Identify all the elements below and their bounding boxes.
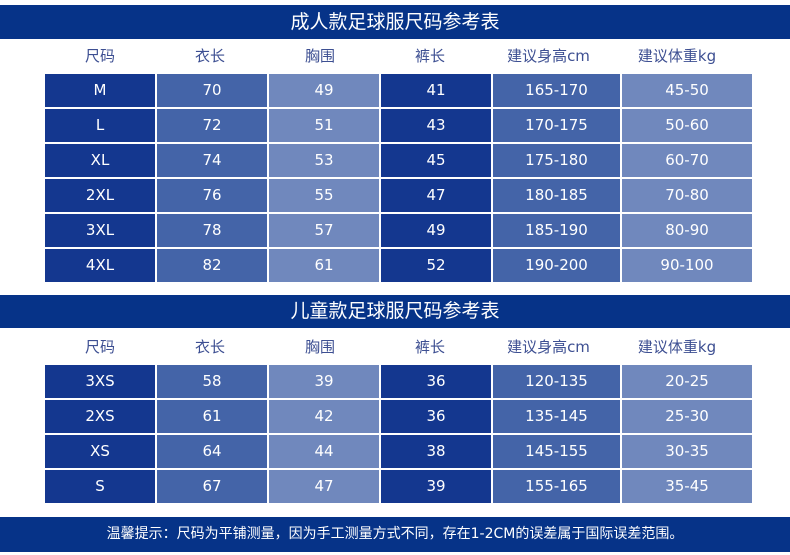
- table-cell: 74: [157, 144, 267, 177]
- table-cell: 36: [381, 365, 491, 398]
- column-header: 建议体重kg: [637, 47, 717, 65]
- footer-note: 温馨提示：尺码为平铺测量，因为手工测量方式不同，存在1-2CM的误差属于国际误差…: [0, 517, 790, 552]
- table-cell: 175-180: [493, 144, 620, 177]
- column-header: 尺码: [84, 47, 115, 65]
- table-cell: 80-90: [622, 214, 752, 247]
- table-cell: M: [45, 74, 155, 107]
- table-cell: 57: [269, 214, 379, 247]
- table-cell: 2XL: [45, 179, 155, 212]
- table-cell: 36: [381, 400, 491, 433]
- table-cell: 170-175: [493, 109, 620, 142]
- adult-header-row: 尺码 衣长 胸围 裤长 建议身高cm 建议体重kg: [45, 45, 742, 67]
- table-cell: 45: [381, 144, 491, 177]
- table-cell: 53: [269, 144, 379, 177]
- table-cell: 78: [157, 214, 267, 247]
- table-cell: 190-200: [493, 249, 620, 282]
- table-cell: 135-145: [493, 400, 620, 433]
- table-cell: 76: [157, 179, 267, 212]
- table-cell: 64: [157, 435, 267, 468]
- table-cell: 20-25: [622, 365, 752, 398]
- table-cell: 4XL: [45, 249, 155, 282]
- table-cell: 47: [381, 179, 491, 212]
- table-cell: 185-190: [493, 214, 620, 247]
- table-cell: 42: [269, 400, 379, 433]
- table-cell: 70: [157, 74, 267, 107]
- table-cell: 41: [381, 74, 491, 107]
- table-cell: 52: [381, 249, 491, 282]
- table-cell: 165-170: [493, 74, 620, 107]
- column-header: 裤长: [414, 47, 445, 65]
- column-header: 胸围: [304, 47, 335, 65]
- table-cell: 3XL: [45, 214, 155, 247]
- table-cell: 49: [381, 214, 491, 247]
- table-cell: XL: [45, 144, 155, 177]
- table-cell: 35-45: [622, 470, 752, 503]
- column-header: 建议身高cm: [507, 47, 590, 65]
- table-cell: 3XS: [45, 365, 155, 398]
- table-cell: XS: [45, 435, 155, 468]
- table-cell: 90-100: [622, 249, 752, 282]
- column-header: 衣长: [194, 338, 225, 356]
- column-header: 尺码: [84, 338, 115, 356]
- table-cell: 47: [269, 470, 379, 503]
- table-cell: 72: [157, 109, 267, 142]
- table-cell: 45-50: [622, 74, 752, 107]
- column-header: 胸围: [304, 338, 335, 356]
- table-cell: 61: [269, 249, 379, 282]
- column-header: 裤长: [414, 338, 445, 356]
- table-cell: 60-70: [622, 144, 752, 177]
- table-cell: 51: [269, 109, 379, 142]
- kids-title: 儿童款足球服尺码参考表: [0, 295, 790, 328]
- table-cell: 49: [269, 74, 379, 107]
- table-cell: 180-185: [493, 179, 620, 212]
- table-cell: 82: [157, 249, 267, 282]
- table-cell: 43: [381, 109, 491, 142]
- table-cell: 145-155: [493, 435, 620, 468]
- table-cell: 30-35: [622, 435, 752, 468]
- table-cell: 25-30: [622, 400, 752, 433]
- table-cell: 58: [157, 365, 267, 398]
- kids-size-table: 3XS 58 39 36 120-135 20-25 2XS 61 42 36 135-145 25-…: [45, 365, 752, 503]
- table-cell: 39: [269, 365, 379, 398]
- kids-header-row: 尺码 衣长 胸围 裤长 建议身高cm 建议体重kg: [45, 336, 742, 358]
- table-cell: 155-165: [493, 470, 620, 503]
- table-cell: 50-60: [622, 109, 752, 142]
- table-cell: 61: [157, 400, 267, 433]
- column-header: 衣长: [194, 47, 225, 65]
- column-header: 建议体重kg: [637, 338, 717, 356]
- table-cell: 67: [157, 470, 267, 503]
- column-header: 建议身高cm: [507, 338, 590, 356]
- table-cell: 44: [269, 435, 379, 468]
- table-cell: 55: [269, 179, 379, 212]
- table-cell: 120-135: [493, 365, 620, 398]
- table-cell: 70-80: [622, 179, 752, 212]
- table-cell: L: [45, 109, 155, 142]
- table-cell: 38: [381, 435, 491, 468]
- table-cell: 39: [381, 470, 491, 503]
- adult-size-table: M 70 49 41 165-170 45-50 L 72 51 43 170-175 50-60 XL…: [45, 74, 752, 282]
- table-cell: S: [45, 470, 155, 503]
- table-cell: 2XS: [45, 400, 155, 433]
- adult-title: 成人款足球服尺码参考表: [0, 5, 790, 39]
